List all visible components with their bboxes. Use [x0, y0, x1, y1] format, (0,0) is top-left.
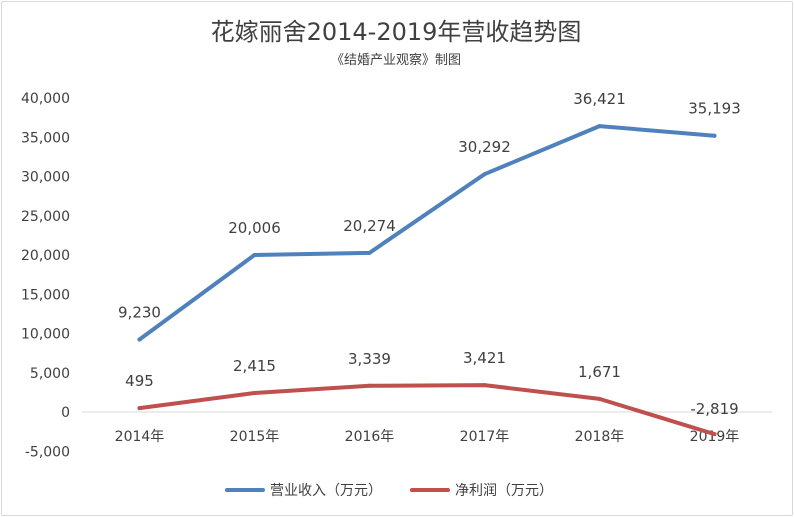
x-tick-label: 2014年 [115, 429, 165, 445]
data-point [482, 172, 487, 177]
y-tick-label: 20,000 [21, 248, 70, 264]
series-line-1 [137, 124, 717, 342]
data-point [367, 250, 372, 255]
y-axis: -5,000 0 5,000 10,000 15,000 20,000 25,000 30,0… [21, 91, 70, 460]
data-label: 1,671 [578, 363, 621, 381]
data-label: -2,819 [690, 400, 738, 418]
chart-title: 花嫁丽舍2014-2019年营收趋势图 [211, 18, 582, 46]
data-point [137, 406, 142, 411]
data-point [252, 252, 257, 257]
data-label: 495 [125, 372, 154, 390]
data-label: 30,292 [458, 138, 511, 156]
data-label: 3,339 [348, 350, 391, 368]
data-point [597, 396, 602, 401]
y-tick-label: 35,000 [21, 130, 70, 146]
data-label: 3,421 [463, 349, 506, 367]
y-tick-label: 0 [61, 405, 70, 421]
x-tick-label: 2017年 [460, 429, 510, 445]
series-line-2 [137, 383, 717, 437]
data-point [712, 432, 717, 437]
data-label: 20,006 [228, 219, 281, 237]
y-tick-label: 25,000 [21, 209, 70, 225]
data-point [367, 383, 372, 388]
data-label: 36,421 [573, 90, 626, 108]
series-layer: 9,230 20,006 20,274 30,292 36,421 35,193 495 2,… [118, 90, 741, 437]
y-tick-label: 40,000 [21, 91, 70, 107]
x-axis: 2014年 2015年 2016年 2017年 2018年 2019年 [82, 411, 772, 445]
data-label: 9,230 [118, 304, 161, 322]
legend-label-2: 净利润（万元） [455, 483, 553, 499]
data-label: 20,274 [343, 217, 396, 235]
y-tick-label: 15,000 [21, 287, 70, 303]
data-point [482, 383, 487, 388]
data-point [712, 133, 717, 138]
y-tick-label: 5,000 [30, 366, 70, 382]
data-point [252, 391, 257, 396]
data-point [137, 337, 142, 342]
legend-label-1: 营业收入（万元） [270, 483, 382, 499]
chart-subtitle: 《结婚产业观察》制图 [331, 53, 461, 68]
legend: 营业收入（万元） 净利润（万元） [225, 483, 553, 499]
x-tick-label: 2015年 [230, 429, 280, 445]
y-tick-label: 30,000 [21, 170, 70, 186]
x-tick-label: 2016年 [345, 429, 395, 445]
data-point [597, 124, 602, 129]
data-label: 35,193 [688, 100, 741, 118]
data-label: 2,415 [233, 357, 276, 375]
y-tick-label: 10,000 [21, 327, 70, 343]
y-tick-label: -5,000 [25, 444, 70, 460]
x-tick-label: 2018年 [575, 429, 625, 445]
x-tick-label: 2019年 [690, 429, 740, 445]
